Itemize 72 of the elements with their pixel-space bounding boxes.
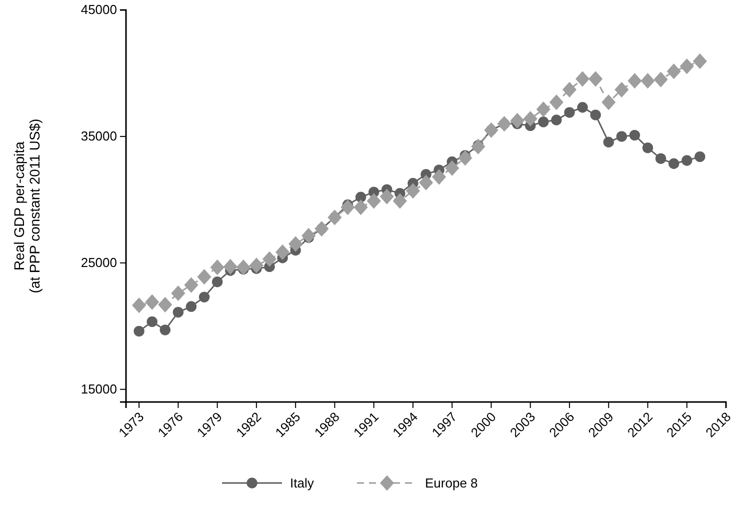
point xyxy=(288,236,303,252)
point xyxy=(314,220,329,237)
point xyxy=(640,73,655,89)
point xyxy=(614,82,629,98)
point xyxy=(590,110,601,120)
point xyxy=(538,116,549,128)
point xyxy=(629,130,640,141)
point xyxy=(275,244,290,260)
legend-label: Europe 8 xyxy=(425,476,478,491)
point xyxy=(392,193,407,209)
point xyxy=(577,102,588,113)
point xyxy=(575,71,590,87)
point xyxy=(668,158,680,169)
point xyxy=(406,183,420,199)
point xyxy=(223,258,238,275)
point xyxy=(666,64,681,80)
point xyxy=(551,114,562,126)
point xyxy=(366,193,381,209)
point xyxy=(603,136,614,148)
point xyxy=(655,153,666,164)
point xyxy=(262,251,277,267)
point xyxy=(212,276,223,288)
point xyxy=(694,151,706,162)
point xyxy=(380,188,394,204)
point xyxy=(642,142,654,154)
point xyxy=(186,301,197,312)
point xyxy=(340,199,355,216)
point xyxy=(236,260,250,276)
y-tick-label: 15000 xyxy=(80,382,117,397)
point xyxy=(616,131,628,142)
point xyxy=(588,71,603,87)
point xyxy=(132,297,146,314)
point xyxy=(458,150,472,166)
point xyxy=(562,82,577,98)
point xyxy=(682,155,692,166)
point xyxy=(171,285,186,302)
point xyxy=(497,116,512,132)
point xyxy=(680,58,694,74)
point xyxy=(432,169,446,185)
point xyxy=(418,174,434,190)
point xyxy=(471,138,486,154)
point xyxy=(146,316,158,328)
point xyxy=(564,107,575,118)
point xyxy=(197,269,212,285)
point xyxy=(249,258,264,274)
y-tick-label: 25000 xyxy=(80,255,117,270)
point xyxy=(484,122,498,138)
point xyxy=(602,94,616,110)
point xyxy=(198,292,210,302)
point xyxy=(145,294,160,310)
point xyxy=(134,326,144,337)
point xyxy=(549,94,564,110)
y-tick-label: 35000 xyxy=(80,128,117,144)
point xyxy=(158,296,172,312)
point xyxy=(536,101,550,118)
point xyxy=(445,160,460,176)
point xyxy=(160,324,170,336)
y-tick-label: 45000 xyxy=(80,2,117,18)
point xyxy=(302,228,316,244)
point xyxy=(184,277,198,293)
point xyxy=(523,110,538,127)
point xyxy=(628,73,642,89)
point xyxy=(172,306,184,318)
y-axis-title: Real GDP per-capita (at PPP constant 2011 US$) xyxy=(11,118,42,294)
point xyxy=(654,72,668,88)
point xyxy=(354,199,368,216)
legend-label: Italy xyxy=(290,476,314,491)
point xyxy=(510,112,524,128)
point xyxy=(210,260,224,276)
point xyxy=(355,192,366,202)
point xyxy=(328,210,342,226)
point xyxy=(692,53,707,70)
